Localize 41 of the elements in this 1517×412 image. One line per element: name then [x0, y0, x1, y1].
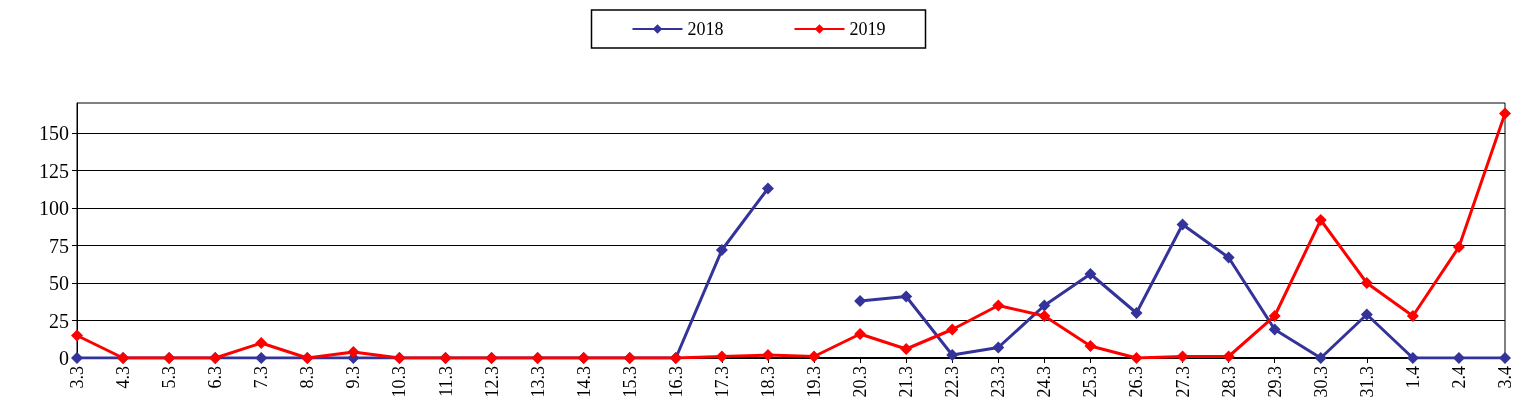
- y-tick-label: 0: [59, 347, 69, 369]
- x-tick-label: 8.3: [297, 366, 318, 389]
- x-tick-label: 15.3: [619, 366, 640, 398]
- x-tick-label: 31.3: [1356, 366, 1377, 398]
- y-tick-label: 150: [39, 122, 69, 144]
- x-tick-label: 1.4: [1402, 366, 1423, 389]
- x-tick-label: 2.4: [1448, 366, 1469, 389]
- y-tick-label: 100: [39, 197, 69, 219]
- x-tick-label: 20.3: [850, 366, 871, 398]
- legend-label: 2019: [849, 19, 886, 39]
- x-tick-label: 18.3: [757, 366, 778, 398]
- x-tick-label: 29.3: [1264, 366, 1285, 398]
- x-tick-label: 11.3: [435, 366, 456, 397]
- x-tick-label: 22.3: [942, 366, 963, 398]
- y-tick-label: 75: [49, 234, 69, 257]
- x-tick-label: 26.3: [1126, 366, 1147, 398]
- y-tick-label: 125: [39, 159, 69, 182]
- x-tick-label: 6.3: [205, 366, 226, 389]
- x-tick-label: 14.3: [573, 366, 594, 398]
- x-tick-label: 24.3: [1034, 366, 1055, 398]
- x-tick-label: 21.3: [896, 366, 917, 398]
- x-tick-label: 12.3: [481, 366, 502, 398]
- y-tick-label: 50: [49, 272, 69, 294]
- x-tick-label: 27.3: [1172, 366, 1193, 398]
- legend-label: 2018: [687, 19, 724, 39]
- x-tick-label: 3.4: [1495, 366, 1515, 389]
- x-tick-label: 13.3: [527, 366, 548, 398]
- x-tick-label: 30.3: [1310, 366, 1331, 398]
- x-tick-label: 9.3: [343, 366, 364, 389]
- x-tick-label: 4.3: [113, 366, 134, 389]
- x-tick-label: 28.3: [1218, 366, 1239, 398]
- x-tick-label: 17.3: [711, 366, 732, 398]
- x-tick-label: 16.3: [665, 366, 686, 398]
- x-tick-label: 3.3: [67, 366, 87, 389]
- x-tick-label: 10.3: [389, 366, 410, 398]
- x-tick-label: 19.3: [804, 366, 825, 398]
- x-tick-label: 23.3: [988, 366, 1009, 398]
- y-tick-label: 25: [49, 309, 69, 332]
- x-tick-label: 25.3: [1080, 366, 1101, 398]
- x-tick-label: 5.3: [159, 366, 180, 389]
- x-tick-label: 7.3: [251, 366, 272, 389]
